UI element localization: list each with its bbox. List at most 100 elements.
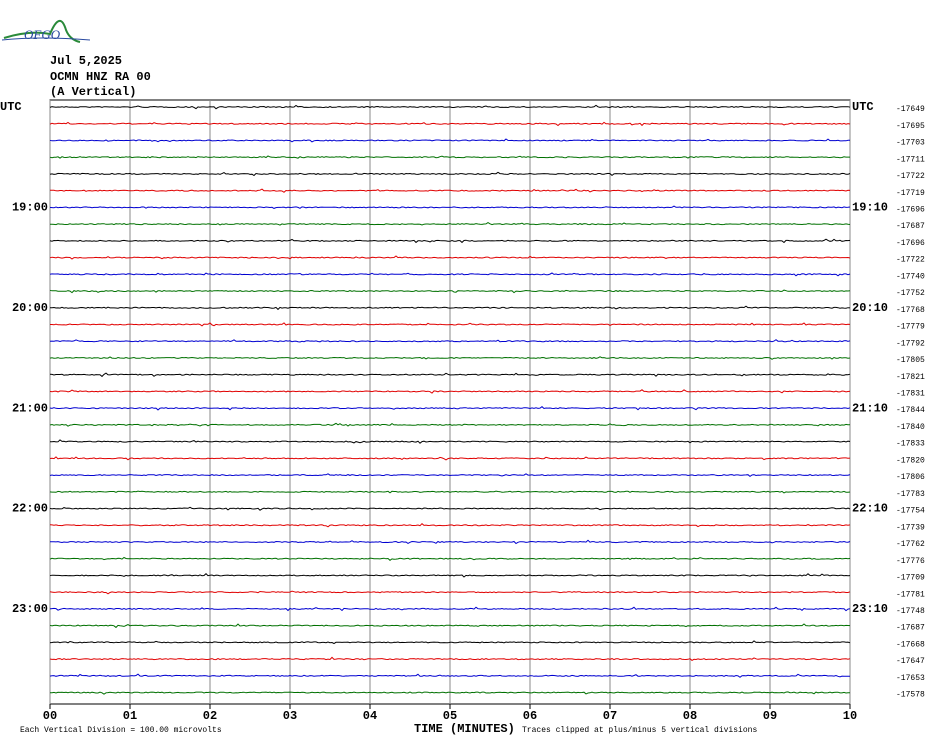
trace-offset: -17696 [896, 239, 925, 248]
trace [49, 356, 851, 360]
trace-offset: -17806 [896, 473, 925, 482]
trace [49, 339, 851, 343]
right-time-label: UTC [852, 100, 874, 114]
trace [49, 289, 851, 294]
trace [49, 673, 850, 678]
trace-offset: -17711 [896, 155, 925, 164]
trace [49, 255, 851, 260]
left-time-label: 20:00 [12, 301, 48, 315]
left-time-label: 19:00 [12, 201, 48, 215]
trace [49, 138, 850, 143]
trace-offset: -17752 [896, 289, 925, 298]
trace-offset: -17709 [896, 574, 925, 583]
logo-text: OFGO [24, 27, 61, 42]
trace-offset: -17647 [896, 657, 925, 666]
trace [49, 490, 851, 494]
x-tick-label: 01 [123, 709, 137, 723]
x-tick-label: 06 [523, 709, 537, 723]
trace [49, 104, 851, 110]
trace [49, 121, 851, 127]
trace-offset: -17840 [896, 423, 925, 432]
trace [49, 473, 851, 478]
trace [50, 222, 851, 226]
trace [50, 305, 851, 311]
trace [49, 406, 851, 411]
x-tick-label: 04 [363, 709, 377, 723]
trace [49, 523, 851, 528]
trace [49, 606, 851, 612]
left-time-label: 23:00 [12, 602, 48, 616]
trace [49, 439, 851, 444]
right-time-label: 19:10 [852, 201, 888, 215]
trace-offset: -17768 [896, 306, 925, 315]
trace-offset: -17821 [896, 373, 925, 382]
trace-offset: -17696 [896, 205, 925, 214]
trace-offset: -17668 [896, 640, 925, 649]
trace-offset: -17703 [896, 139, 925, 148]
trace [49, 640, 851, 645]
trace-offset: -17754 [896, 507, 925, 516]
trace-offset: -17792 [896, 339, 925, 348]
trace [49, 422, 851, 427]
trace [49, 590, 851, 595]
trace-offset: -17820 [896, 456, 925, 465]
trace [50, 691, 850, 695]
trace-offset: -17695 [896, 122, 925, 131]
trace-offset: -17776 [896, 557, 925, 566]
trace [49, 155, 850, 159]
trace-offset: -17653 [896, 674, 925, 683]
footer-scale: Each Vertical Division = 100.00 microvol… [20, 726, 222, 735]
trace-offset: -17783 [896, 490, 925, 499]
right-time-label: 23:10 [852, 602, 888, 616]
header-station: OCMN HNZ RA 00 [50, 70, 151, 84]
trace-offset: -17722 [896, 172, 925, 181]
header-date: Jul 5,2025 [50, 54, 122, 68]
x-tick-label: 09 [763, 709, 777, 723]
trace-offset: -17687 [896, 222, 925, 231]
trace-offset: -17739 [896, 523, 925, 532]
right-time-label: 21:10 [852, 401, 888, 415]
trace-offset: -17805 [896, 356, 925, 365]
logo: OFGO [1, 20, 91, 43]
trace [49, 573, 851, 578]
x-tick-label: 03 [283, 709, 297, 723]
trace [50, 322, 851, 327]
left-time-label: 21:00 [12, 401, 48, 415]
trace [49, 372, 851, 378]
trace [49, 389, 851, 394]
trace-offset: -17719 [896, 189, 925, 198]
trace-offset: -17649 [896, 105, 925, 114]
trace [49, 556, 851, 561]
x-axis-title: TIME (MINUTES) [414, 722, 515, 736]
trace-offset: -17844 [896, 406, 925, 415]
trace [49, 272, 851, 277]
x-tick-label: 07 [603, 709, 617, 723]
header-component: (A Vertical) [50, 85, 136, 99]
trace [49, 171, 851, 177]
trace [49, 656, 851, 662]
x-tick-label: 05 [443, 709, 457, 723]
trace-offset: -17833 [896, 440, 925, 449]
left-time-label: 22:00 [12, 502, 48, 516]
footer-clip: Traces clipped at plus/minus 5 vertical … [522, 726, 757, 735]
right-time-label: 20:10 [852, 301, 888, 315]
trace-offset: -17831 [896, 390, 925, 399]
trace [49, 506, 851, 511]
left-time-label: UTC [0, 100, 22, 114]
trace [49, 539, 851, 545]
trace [49, 238, 851, 244]
trace-offset: -17578 [896, 691, 925, 700]
trace [49, 205, 851, 209]
trace-offset: -17748 [896, 607, 925, 616]
trace [50, 188, 851, 193]
trace [49, 456, 851, 461]
x-tick-label: 02 [203, 709, 217, 723]
trace [49, 623, 851, 629]
x-tick-label: 08 [683, 709, 697, 723]
trace-offset: -17762 [896, 540, 925, 549]
trace-offset: -17779 [896, 323, 925, 332]
trace-offset: -17740 [896, 272, 925, 281]
trace-offset: -17687 [896, 624, 925, 633]
x-tick-label: 00 [43, 709, 57, 723]
